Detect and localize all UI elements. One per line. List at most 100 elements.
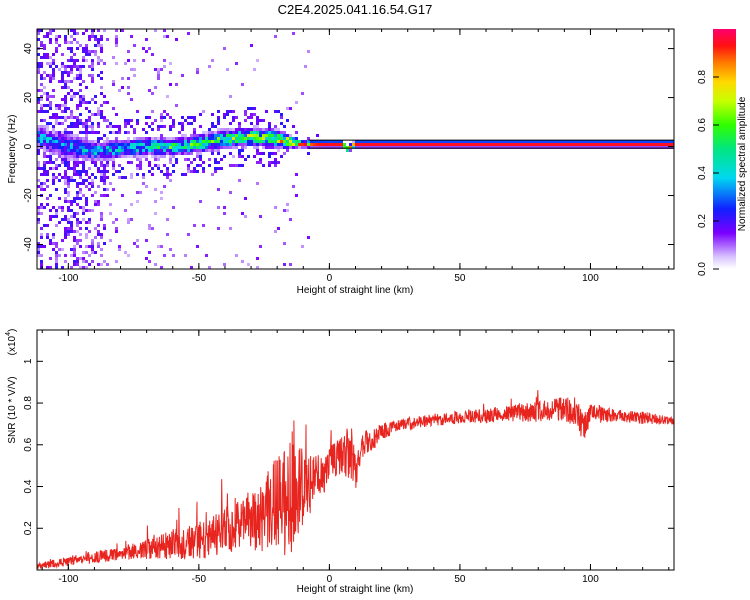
heatmap-cell [256, 59, 259, 62]
heatmap-cell [181, 122, 184, 125]
heatmap-cell [166, 140, 169, 143]
heatmap-cell [256, 161, 259, 164]
heatmap-cell [136, 110, 139, 113]
heatmap-cell [52, 215, 55, 218]
heatmap-cell [583, 140, 586, 143]
heatmap-cell [40, 203, 43, 206]
heatmap-cell [196, 140, 199, 143]
heatmap-cell [79, 83, 82, 86]
heatmap-cell [274, 110, 277, 113]
heatmap-cell [208, 143, 211, 146]
heatmap-cell [253, 155, 256, 158]
heatmap-cell [46, 32, 49, 35]
heatmap-cell [40, 182, 43, 185]
heatmap-cell [160, 149, 163, 152]
heatmap-cell [73, 155, 76, 158]
heatmap-cell [172, 119, 175, 122]
heatmap-cell [238, 131, 241, 134]
heatmap-cell [37, 245, 40, 248]
heatmap-cell [136, 140, 139, 143]
heatmap-cell [73, 146, 76, 149]
heatmap-cell [82, 131, 85, 134]
heatmap-cell [655, 146, 658, 149]
heatmap-cell [130, 143, 133, 146]
heatmap-cell [70, 227, 73, 230]
heatmap-cell [214, 167, 217, 170]
heatmap-cell [52, 53, 55, 56]
heatmap-cell [85, 125, 88, 128]
heatmap-cell [268, 152, 271, 155]
heatmap-cell [85, 119, 88, 122]
heatmap-cell [160, 266, 163, 269]
heatmap-cell [115, 29, 118, 32]
heatmap-cell [541, 140, 544, 143]
heatmap-cell [82, 101, 85, 104]
heatmap-cell [85, 170, 88, 173]
heatmap-cell [526, 143, 529, 146]
heatmap-cell [61, 218, 64, 221]
heatmap-cell [232, 155, 235, 158]
spectrogram-y-tick-label: 0 [23, 143, 34, 149]
heatmap-cell [115, 35, 118, 38]
heatmap-cell [97, 242, 100, 245]
heatmap-cell [481, 143, 484, 146]
heatmap-cell [91, 80, 94, 83]
heatmap-cell [160, 191, 163, 194]
heatmap-cell [49, 56, 52, 59]
heatmap-cell [103, 116, 106, 119]
heatmap-cell [163, 65, 166, 68]
heatmap-cell [94, 140, 97, 143]
heatmap-cell [562, 143, 565, 146]
heatmap-cell [112, 188, 115, 191]
snr-y-tick-label: 0.8 [23, 396, 34, 410]
heatmap-cell [457, 146, 460, 149]
heatmap-cell [109, 212, 112, 215]
heatmap-cell [43, 155, 46, 158]
heatmap-cell [604, 146, 607, 149]
heatmap-cell [244, 137, 247, 140]
heatmap-cell [103, 134, 106, 137]
heatmap-cell [85, 122, 88, 125]
heatmap-cell [97, 113, 100, 116]
svg-text:(x104): (x104) [5, 329, 18, 356]
heatmap-cell [259, 161, 262, 164]
heatmap-cell [571, 146, 574, 149]
heatmap-cell [118, 143, 121, 146]
heatmap-cell [475, 140, 478, 143]
heatmap-cell [55, 257, 58, 260]
heatmap-cell [40, 125, 43, 128]
heatmap-cell [187, 140, 190, 143]
heatmap-cell [268, 122, 271, 125]
heatmap-cell [43, 173, 46, 176]
heatmap-cell [217, 116, 220, 119]
heatmap-cell [136, 137, 139, 140]
heatmap-cell [622, 146, 625, 149]
heatmap-cell [367, 143, 370, 146]
heatmap-cell [259, 215, 262, 218]
heatmap-cell [64, 38, 67, 41]
heatmap-cell [166, 143, 169, 146]
heatmap-cell [88, 152, 91, 155]
heatmap-cell [67, 41, 70, 44]
heatmap-cell [58, 164, 61, 167]
heatmap-cell [61, 80, 64, 83]
heatmap-cell [373, 143, 376, 146]
heatmap-cell [64, 128, 67, 131]
heatmap-cell [304, 143, 307, 146]
heatmap-cell [166, 218, 169, 221]
heatmap-cell [64, 65, 67, 68]
heatmap-cell [196, 155, 199, 158]
heatmap-cell [67, 134, 70, 137]
heatmap-cell [64, 131, 67, 134]
heatmap-cell [370, 146, 373, 149]
heatmap-cell [190, 266, 193, 269]
heatmap-cell [202, 161, 205, 164]
heatmap-cell [40, 185, 43, 188]
heatmap-cell [169, 155, 172, 158]
heatmap-cell [79, 149, 82, 152]
heatmap-cell [94, 44, 97, 47]
heatmap-cell [622, 143, 625, 146]
heatmap-cell [331, 140, 334, 143]
heatmap-cell [118, 128, 121, 131]
heatmap-cell [76, 116, 79, 119]
